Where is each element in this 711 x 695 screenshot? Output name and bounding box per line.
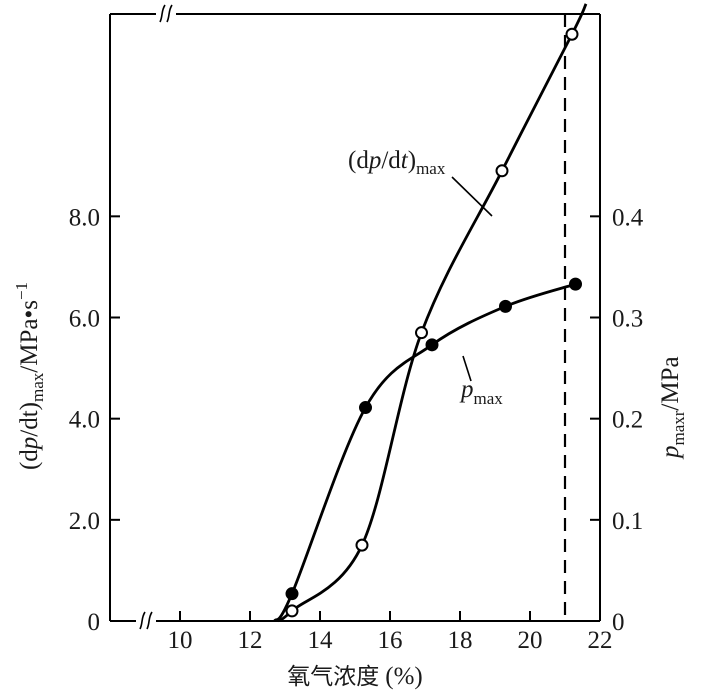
y-right-tick-label: 0.3: [612, 306, 643, 333]
y-left-tick-label: 8.0: [69, 204, 100, 231]
y-left-axis-ticks: 0 2.0 4.0 6.0 8.0: [69, 204, 120, 636]
y-right-tick-label: 0.4: [612, 204, 644, 231]
x-tick-label: 14: [308, 627, 334, 654]
series-label-pmax: pmax: [459, 376, 503, 408]
series-line-dpdt-max: [277, 3, 588, 623]
x-axis-ticks: 10 12 14 16 18 20 22: [168, 611, 613, 654]
x-tick-label: 18: [448, 627, 473, 654]
x-tick-label: 16: [378, 627, 403, 654]
y-left-tick-label: 4.0: [69, 407, 100, 434]
y-right-axis-ticks: 0 0.1 0.2 0.3 0.4: [590, 204, 644, 636]
y-right-tick-label: 0.1: [612, 508, 643, 535]
data-point-dpdt-max: [415, 326, 428, 340]
data-point-pmax: [285, 587, 299, 601]
x-tick-label: 12: [238, 627, 263, 654]
x-tick-label: 22: [588, 627, 613, 654]
y-left-tick-label: 6.0: [69, 306, 100, 333]
leader-line-pmax: [462, 355, 472, 382]
axis-break-top: [156, 4, 176, 23]
y-right-tick-label: 0: [612, 609, 625, 636]
leader-line-dpdt-max: [451, 176, 493, 217]
y-right-tick-label: 0.2: [612, 407, 643, 434]
data-point-dpdt-max: [355, 538, 369, 552]
data-point-dpdt-max: [285, 604, 299, 618]
axis-break-bottom: [136, 611, 156, 630]
y-left-tick-label: 2.0: [69, 508, 100, 535]
data-point-pmax: [425, 338, 439, 352]
x-axis-title: 氧气浓度 (%): [287, 663, 422, 690]
data-point-dpdt-max: [565, 27, 579, 41]
y-left-tick-label: 0: [88, 609, 101, 636]
y-left-axis-title: (dp/dt)max/MPa•s−1: [12, 282, 47, 470]
y-right-axis-title: pmaxr/MPa: [657, 356, 688, 460]
data-point-pmax: [359, 401, 372, 415]
data-point-pmax: [499, 299, 512, 313]
series-label-dpdt-max: (dp/dt)max: [348, 147, 446, 178]
data-point-pmax: [569, 277, 582, 291]
x-tick-label: 20: [518, 627, 543, 654]
x-tick-label: 10: [168, 627, 193, 654]
data-point-dpdt-max: [495, 164, 509, 178]
series-markers-pmax: [285, 277, 582, 601]
series-markers-dpdt-max: [285, 27, 579, 618]
